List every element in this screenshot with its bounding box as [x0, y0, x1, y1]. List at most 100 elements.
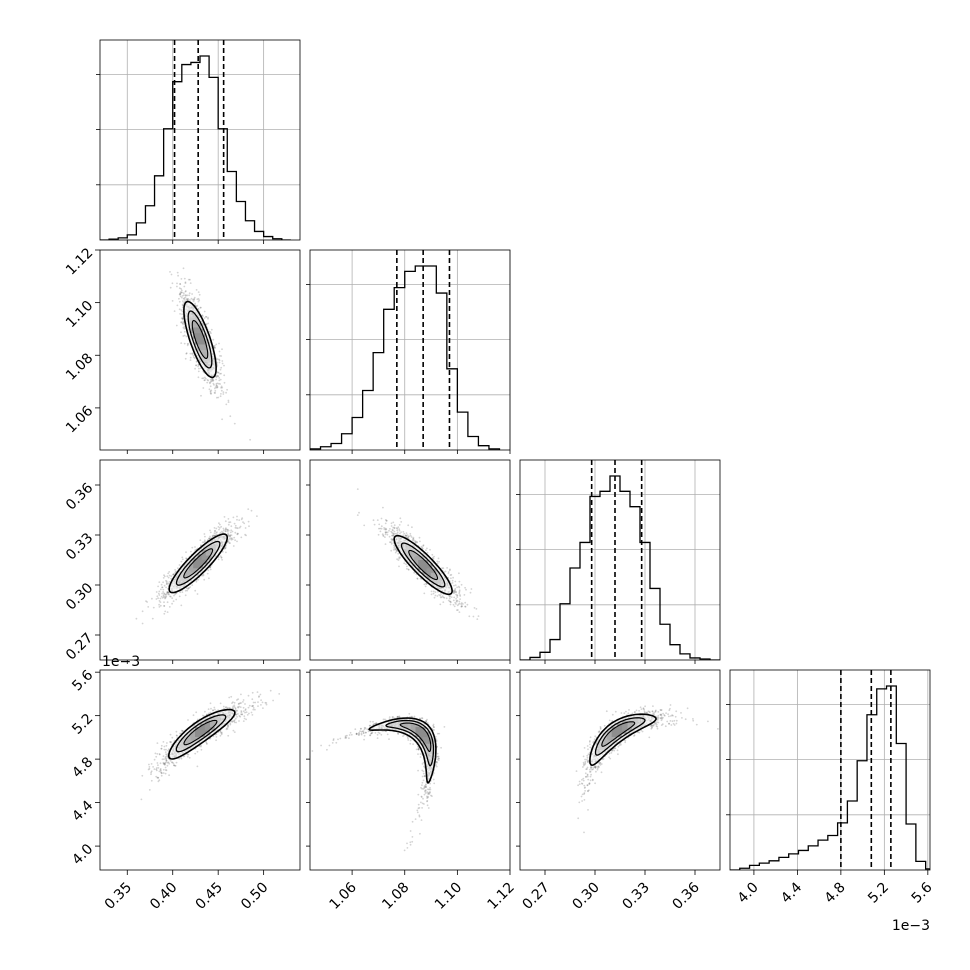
- scatter-point: [409, 830, 412, 832]
- scatter-point: [227, 724, 229, 727]
- scatter-point: [166, 601, 169, 604]
- scatter-point: [230, 529, 233, 532]
- scatter-point: [210, 328, 213, 331]
- scatter-point: [178, 595, 181, 598]
- scatter-point: [218, 522, 220, 525]
- scatter-point: [220, 393, 222, 395]
- scatter-point: [392, 534, 395, 537]
- scatter-point: [233, 704, 236, 707]
- scatter-point: [252, 704, 255, 707]
- scatter-point: [407, 739, 410, 741]
- scatter-point: [412, 538, 415, 540]
- scatter-point: [457, 603, 460, 606]
- scatter-point: [407, 524, 410, 527]
- scatter-point: [244, 708, 247, 710]
- scatter-point: [473, 607, 476, 609]
- scatter-point: [232, 705, 235, 708]
- scatter-point: [151, 617, 154, 620]
- scatter-point: [158, 779, 161, 782]
- scatter-point: [251, 714, 254, 716]
- scatter-point: [385, 519, 388, 522]
- scatter-point: [162, 741, 165, 743]
- scatter-point: [191, 546, 194, 549]
- scatter-point: [382, 535, 385, 537]
- scatter-point: [197, 578, 200, 581]
- scatter-point: [159, 768, 162, 770]
- scatter-point: [145, 600, 147, 602]
- scatter-point: [226, 388, 229, 391]
- scatter-point: [176, 304, 179, 307]
- scatter-point: [179, 283, 182, 285]
- scatter-point: [221, 558, 224, 561]
- scatter-point: [224, 530, 227, 532]
- scatter-point: [241, 713, 243, 716]
- scatter-point: [190, 297, 193, 300]
- scatter-point: [162, 772, 165, 774]
- scatter-point: [167, 591, 169, 594]
- scatter-point: [265, 703, 268, 706]
- scatter-point: [254, 708, 256, 711]
- scatter-point: [165, 580, 168, 583]
- scatter-point: [231, 707, 234, 709]
- scatter-point: [452, 589, 455, 592]
- scatter-point: [164, 762, 166, 764]
- scatter-point: [168, 574, 171, 577]
- scatter-point: [217, 396, 220, 399]
- scatter-point: [188, 587, 190, 589]
- scatter-panel-4-2: [309, 669, 511, 871]
- scatter-point: [158, 590, 161, 593]
- scatter-point: [166, 764, 169, 767]
- scatter-point: [159, 604, 162, 607]
- scatter-point: [207, 316, 209, 319]
- scatter-point: [229, 415, 232, 418]
- scatter-point: [148, 766, 151, 768]
- scatter-point: [197, 297, 200, 300]
- scatter-point: [418, 536, 421, 539]
- scatter-point: [209, 390, 212, 392]
- scatter-point: [396, 529, 399, 532]
- scatter-point: [183, 277, 186, 280]
- scatter-point: [176, 271, 179, 274]
- scatter-point: [189, 278, 191, 281]
- scatter-point: [184, 290, 187, 293]
- scatter-point: [378, 527, 380, 530]
- scatter-point: [188, 292, 191, 295]
- scatter-point: [393, 547, 395, 549]
- scatter-point: [208, 388, 211, 391]
- scatter-point: [228, 696, 231, 699]
- scatter-point: [390, 549, 393, 552]
- scatter-point: [220, 732, 223, 735]
- scatter-point: [169, 733, 172, 736]
- scatter-point: [193, 357, 196, 360]
- scatter-point: [205, 742, 208, 745]
- scatter-point: [162, 762, 165, 765]
- scatter-point: [399, 556, 402, 559]
- scatter-point: [185, 587, 188, 590]
- scatter-point: [409, 843, 412, 846]
- scatter-point: [228, 706, 231, 709]
- scatter-point: [165, 593, 168, 595]
- scatter-point: [165, 586, 168, 589]
- scatter-point: [430, 593, 433, 596]
- scatter-point: [215, 736, 218, 738]
- scatter-point: [238, 526, 241, 529]
- scatter-point: [432, 590, 435, 593]
- scatter-point: [237, 703, 240, 705]
- scatter-point: [359, 730, 361, 733]
- scatter-point: [192, 354, 195, 357]
- scatter-point: [210, 380, 213, 382]
- scatter-point: [206, 743, 208, 745]
- scatter-point: [221, 362, 224, 365]
- scatter-point: [219, 730, 222, 733]
- scatter-point: [416, 541, 419, 544]
- scatter-point: [256, 691, 259, 693]
- scatter-point: [212, 380, 214, 382]
- scatter-point: [215, 739, 218, 742]
- scatter-point: [450, 596, 453, 598]
- scatter-point: [184, 594, 187, 597]
- scatter-point: [407, 568, 410, 571]
- scatter-point: [204, 376, 206, 379]
- scatter-point: [200, 544, 202, 546]
- scatter-point: [380, 517, 383, 520]
- scatter-point: [242, 699, 245, 701]
